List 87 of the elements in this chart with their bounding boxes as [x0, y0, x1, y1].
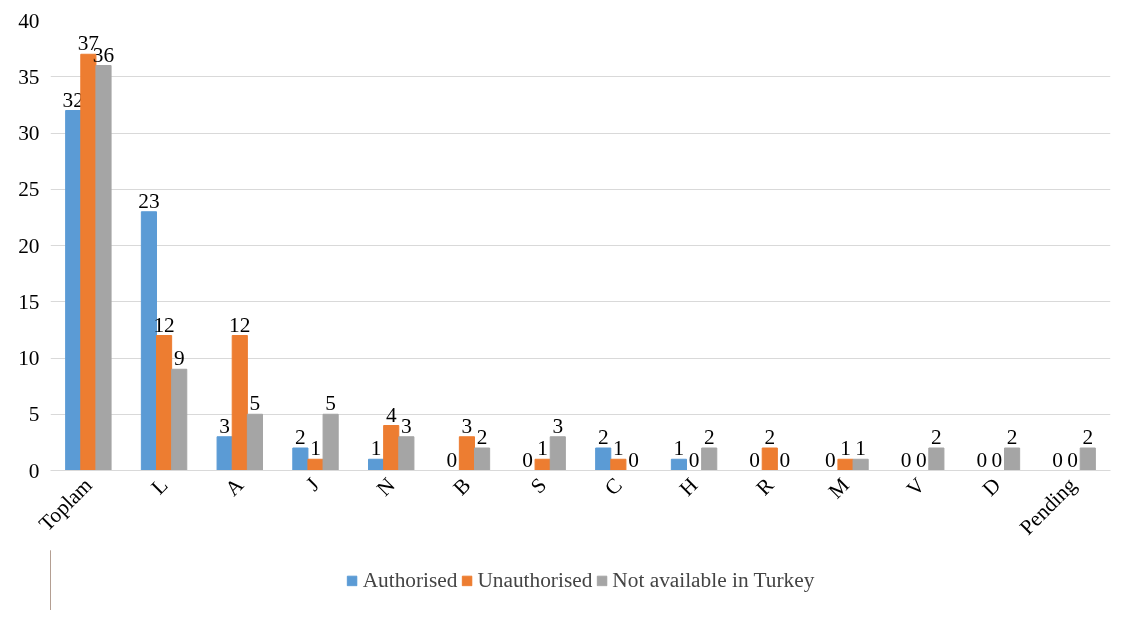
data-label: 3 — [219, 413, 230, 438]
x-tick-label: R — [751, 472, 779, 501]
bar — [610, 458, 627, 471]
bar — [140, 211, 157, 471]
bar — [534, 458, 551, 471]
data-label: 2 — [703, 425, 715, 449]
data-label: 2 — [1082, 425, 1094, 449]
data-label: 2 — [597, 425, 609, 449]
x-tick-label: B — [448, 473, 476, 501]
data-label: 1 — [855, 436, 866, 461]
data-label: 0 — [991, 447, 1003, 472]
data-label: 1 — [370, 436, 382, 461]
bar — [458, 436, 475, 471]
data-label: 0 — [628, 447, 639, 472]
data-label: 1 — [840, 436, 851, 461]
data-label: 23 — [138, 188, 160, 213]
legend-label: Authorised — [362, 567, 458, 593]
bar — [928, 447, 945, 471]
data-label: 12 — [229, 312, 251, 337]
data-label: 0 — [749, 447, 760, 472]
bar — [231, 335, 248, 471]
data-label: 1 — [613, 436, 624, 461]
bar — [1079, 447, 1096, 471]
data-label: 0 — [446, 447, 458, 472]
data-label: 0 — [522, 447, 533, 472]
y-tick-label: 0 — [28, 458, 40, 483]
x-tick-label: J — [301, 473, 324, 496]
data-label: 1 — [673, 436, 685, 461]
data-label: 3 — [552, 413, 564, 438]
bar — [670, 458, 687, 471]
data-label: 0 — [915, 447, 927, 472]
y-tick-label: 20 — [18, 233, 40, 258]
data-label: 2 — [764, 425, 776, 449]
data-label: 0 — [1052, 447, 1063, 472]
y-tick-label: 5 — [28, 402, 40, 427]
bar — [761, 447, 778, 471]
data-label: 0 — [976, 447, 988, 472]
data-label: 9 — [173, 346, 185, 371]
data-label: 0 — [900, 447, 912, 472]
bar — [701, 447, 718, 471]
x-tick-label: S — [525, 473, 552, 499]
x-tick-label: N — [371, 473, 400, 501]
y-tick-label: 15 — [18, 289, 40, 314]
data-label: 1 — [537, 436, 548, 461]
bar — [595, 447, 612, 471]
bar — [322, 413, 339, 471]
data-label: 5 — [249, 391, 261, 416]
x-tick-label: H — [674, 473, 703, 501]
bar — [292, 447, 309, 471]
x-tick-label: A — [220, 472, 249, 501]
bar — [95, 65, 112, 471]
y-tick-label: 35 — [18, 64, 40, 89]
y-tick-label: 25 — [18, 177, 40, 202]
bar — [1004, 447, 1021, 471]
legend-label: Not available in Turkey — [612, 567, 815, 593]
bar — [246, 413, 263, 471]
data-label: 3 — [401, 413, 412, 438]
bar — [156, 335, 173, 471]
x-tick-label: M — [823, 472, 855, 504]
data-label: 2 — [1006, 425, 1018, 449]
data-label: 2 — [476, 425, 488, 449]
bar — [474, 447, 491, 471]
bar — [852, 458, 869, 471]
data-label: 0 — [779, 447, 791, 472]
data-label: 0 — [825, 447, 836, 472]
x-tick-label: V — [901, 472, 931, 501]
x-tick-label: D — [977, 473, 1006, 501]
bar — [65, 110, 82, 471]
data-label: 2 — [931, 425, 942, 449]
bar — [549, 436, 566, 471]
bar — [383, 425, 400, 471]
y-tick-label: 30 — [18, 121, 40, 145]
y-tick-label: 10 — [18, 346, 40, 370]
data-label: 1 — [310, 436, 321, 461]
legend-label: Unauthorised — [477, 567, 593, 593]
data-label: 0 — [688, 447, 700, 472]
data-label: 0 — [1067, 447, 1078, 472]
bar — [216, 436, 233, 471]
bar — [171, 368, 188, 471]
data-label: 4 — [385, 402, 397, 427]
data-label: 3 — [461, 413, 473, 438]
x-tick-label: L — [146, 473, 173, 500]
y-tick-label: 40 — [18, 8, 40, 33]
data-label: 2 — [295, 425, 306, 449]
data-label: 5 — [325, 391, 336, 416]
bar — [398, 436, 415, 471]
x-tick-label: C — [599, 473, 627, 501]
